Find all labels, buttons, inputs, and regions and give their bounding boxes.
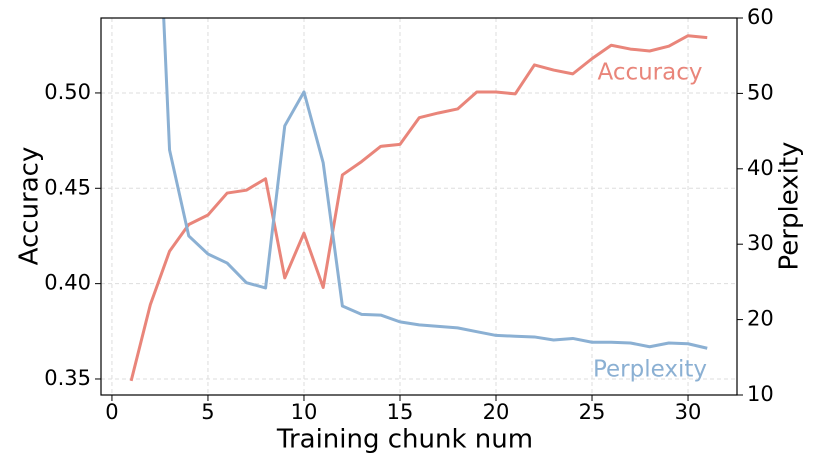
plot-area — [129, 18, 708, 382]
y-axis-label: Accuracy — [15, 147, 45, 266]
series-label: Perplexity — [593, 357, 707, 383]
x-tick-label: 0 — [105, 400, 118, 424]
x-axis-label: Training chunk num — [276, 425, 533, 455]
y-tick-label: 0.40 — [44, 271, 91, 295]
y2-tick-label: 10 — [747, 382, 774, 406]
x-tick-label: 15 — [387, 400, 414, 424]
line-series — [129, 34, 708, 382]
y-tick-label: 0.45 — [44, 175, 91, 199]
y2-tick-label: 50 — [747, 80, 774, 104]
y2-tick-label: 20 — [747, 307, 774, 331]
x-tick-label: 5 — [201, 400, 214, 424]
series-label: Accuracy — [597, 60, 702, 86]
x-tick-label: 30 — [675, 400, 702, 424]
axes-frame — [100, 17, 738, 396]
y2-axis-label: Perplexity — [775, 142, 805, 271]
x-tick-label: 25 — [579, 400, 606, 424]
y-tick-label: 0.50 — [44, 80, 91, 104]
y2-tick-label: 60 — [747, 5, 774, 29]
line-series — [162, 18, 708, 350]
y2-tick-label: 30 — [747, 231, 774, 255]
y-tick-label: 0.35 — [44, 366, 91, 390]
y2-tick-label: 40 — [747, 156, 774, 180]
x-tick-label: 10 — [291, 400, 318, 424]
grid — [101, 18, 737, 395]
x-tick-label: 20 — [483, 400, 510, 424]
